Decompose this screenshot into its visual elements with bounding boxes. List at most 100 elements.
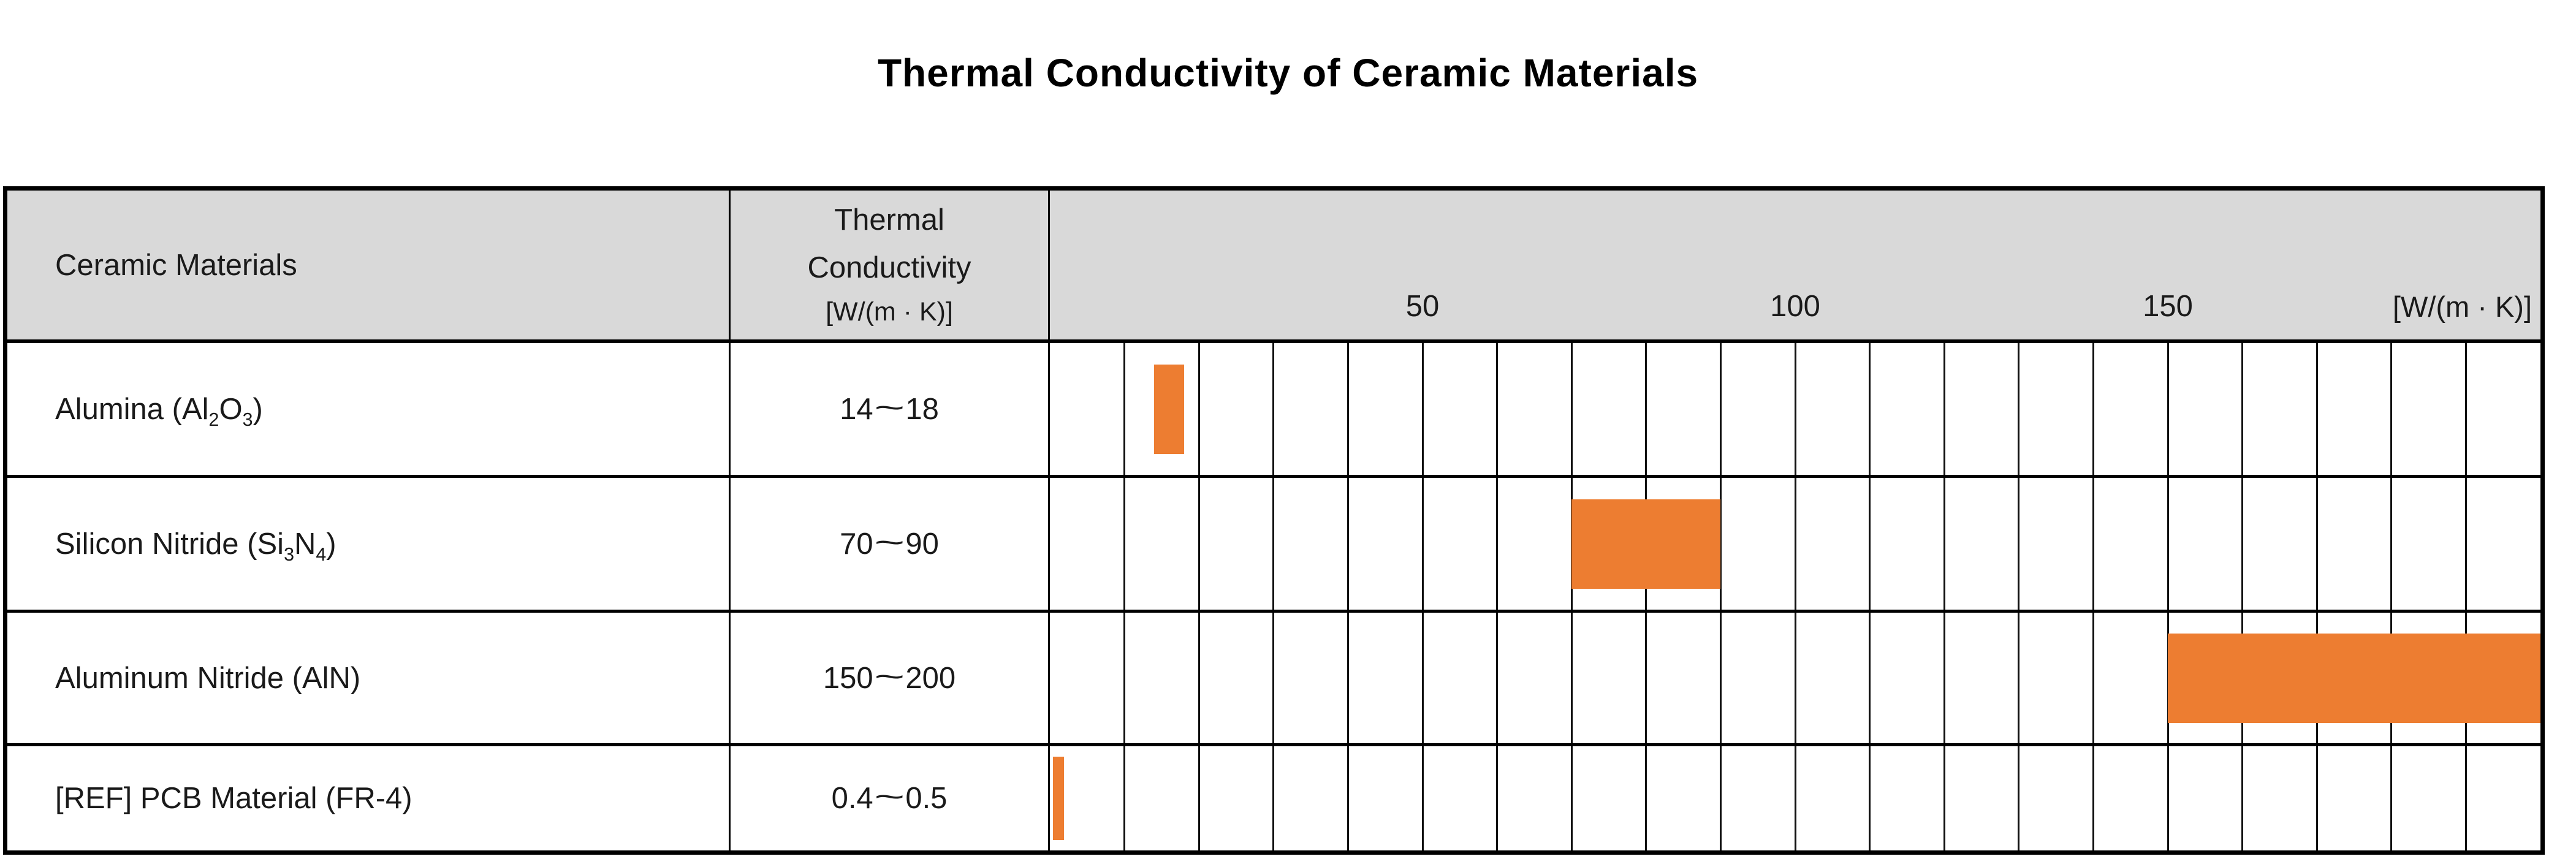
gridline — [1496, 613, 1499, 743]
material-name-cell: [REF] PCB Material (FR-4) — [7, 746, 731, 850]
gridline — [1570, 343, 1573, 475]
gridline — [1123, 613, 1126, 743]
chart-cell — [1050, 343, 2540, 475]
gridline — [1719, 343, 1722, 475]
gridline — [2018, 746, 2020, 850]
gridline — [2092, 746, 2094, 850]
gridline — [1496, 478, 1499, 610]
material-name: Aluminum Nitride (AlN) — [55, 661, 361, 695]
gridline — [1347, 343, 1349, 475]
gridline — [1421, 478, 1424, 610]
material-name-cell: Silicon Nitride (Si3N4) — [7, 478, 731, 610]
gridline — [2390, 343, 2393, 475]
table-row-silicon-nitride: Silicon Nitride (Si3N4) 70~90 — [7, 478, 2540, 613]
gridline — [2018, 613, 2020, 743]
gridline — [1347, 478, 1349, 610]
axis-tick-label: 50 — [1405, 290, 1440, 323]
gridline — [2092, 478, 2094, 610]
gridline — [1794, 746, 1796, 850]
gridline — [1198, 746, 1200, 850]
gridline — [1869, 478, 1871, 610]
gridline — [2464, 746, 2467, 850]
header-ceramic-materials: Ceramic Materials — [7, 191, 731, 339]
gridline — [1123, 746, 1126, 850]
gridline — [1272, 613, 1275, 743]
gridline — [1943, 343, 1945, 475]
table-row-alumina: Alumina (Al2O3) 14~18 — [7, 343, 2540, 478]
gridline — [2316, 343, 2318, 475]
gridline — [1645, 613, 1647, 743]
gridline — [2241, 478, 2244, 610]
tilde-separator: ~ — [873, 391, 905, 425]
gridline — [1347, 613, 1349, 743]
gridline — [2092, 343, 2094, 475]
chart-axis-header: [W/(m · K)] 50 100 150 — [1050, 191, 2540, 339]
chart-cell — [1050, 746, 2540, 850]
gridline — [1272, 343, 1275, 475]
header-thermal-conductivity-lines: Thermal Conductivity [W/(m · K)] — [808, 197, 971, 333]
gridline — [1794, 478, 1796, 610]
tilde-separator: ~ — [873, 660, 905, 694]
gridline — [2167, 343, 2169, 475]
gridline — [1496, 343, 1499, 475]
axis-unit-label: [W/(m · K)] — [2392, 290, 2532, 323]
conductivity-range-bar — [1571, 499, 1721, 589]
gridline — [1123, 478, 1126, 610]
axis-tick-label: 150 — [2143, 290, 2193, 323]
gridline — [1943, 478, 1945, 610]
gridline — [1123, 343, 1126, 475]
gridline — [1421, 746, 1424, 850]
gridline — [1570, 613, 1573, 743]
gridline — [1794, 343, 1796, 475]
gridline — [2464, 343, 2467, 475]
header-line-conductivity: Conductivity — [807, 251, 971, 284]
material-name-cell: Alumina (Al2O3) — [7, 343, 731, 475]
gridline — [1943, 746, 1945, 850]
materials-table: Ceramic Materials Thermal Conductivity [… — [3, 186, 2545, 855]
tilde-separator: ~ — [873, 781, 905, 814]
gridline — [2241, 343, 2244, 475]
conductivity-value-cell: 70~90 — [731, 478, 1050, 610]
table-row-pcb-fr4: [REF] PCB Material (FR-4) 0.4~0.5 — [7, 746, 2540, 850]
tilde-separator: ~ — [873, 526, 905, 559]
material-name: [REF] PCB Material (FR-4) — [55, 782, 412, 815]
gridline — [2464, 478, 2467, 610]
gridline — [2316, 746, 2318, 850]
gridline — [2390, 746, 2393, 850]
gridline — [1421, 613, 1424, 743]
material-name-cell: Aluminum Nitride (AlN) — [7, 613, 731, 743]
gridline — [1719, 613, 1722, 743]
header-line-thermal: Thermal — [834, 203, 944, 237]
conductivity-range-bar — [1154, 365, 1184, 454]
gridline — [1645, 343, 1647, 475]
gridline — [2167, 746, 2169, 850]
axis-tick-label: 100 — [1770, 290, 1820, 323]
gridline — [1869, 343, 1871, 475]
conductivity-range-bar — [1052, 757, 1064, 840]
conductivity-value: 150~200 — [823, 660, 956, 695]
material-name: Silicon Nitride (Si3N4) — [55, 527, 336, 565]
conductivity-value-cell: 14~18 — [731, 343, 1050, 475]
table-row-aluminum-nitride: Aluminum Nitride (AlN) 150~200 — [7, 613, 2540, 746]
material-name: Alumina (Al2O3) — [55, 392, 263, 430]
header-thermal-conductivity: Thermal Conductivity [W/(m · K)] — [731, 191, 1050, 339]
gridline — [1198, 478, 1200, 610]
gridline — [1347, 746, 1349, 850]
gridline — [1869, 613, 1871, 743]
gridline — [2018, 343, 2020, 475]
chart-cell — [1050, 613, 2540, 743]
gridline — [1198, 343, 1200, 475]
conductivity-value: 70~90 — [840, 526, 939, 561]
gridline — [2092, 613, 2094, 743]
gridline — [1794, 613, 1796, 743]
gridline — [1421, 343, 1424, 475]
gridline — [2167, 478, 2169, 610]
gridline — [2316, 478, 2318, 610]
gridline — [1496, 746, 1499, 850]
gridline — [1943, 613, 1945, 743]
gridline — [2390, 478, 2393, 610]
gridline — [1719, 478, 1722, 610]
table-header-row: Ceramic Materials Thermal Conductivity [… — [7, 191, 2540, 343]
gridline — [1570, 746, 1573, 850]
gridline — [1198, 613, 1200, 743]
